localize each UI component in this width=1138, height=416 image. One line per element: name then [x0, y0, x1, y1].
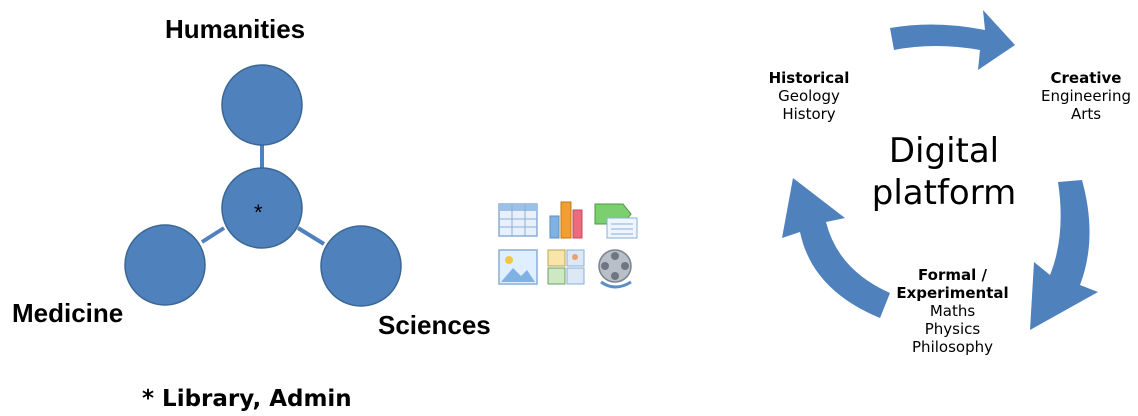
group-historical: Historical Geology History: [764, 69, 854, 123]
creative-item: Arts: [1070, 105, 1102, 123]
group-creative: Creative Engineering Arts: [1036, 69, 1136, 123]
arrow-left: [782, 178, 890, 318]
node-center: [221, 167, 303, 249]
label-medicine: Medicine: [12, 298, 124, 328]
formal-title-line: Formal /: [918, 266, 987, 284]
connector-right: [296, 226, 326, 246]
group-formal: Formal / Experimental Maths Physics Phil…: [895, 266, 1010, 356]
node-humanities: [221, 64, 303, 146]
creative-title: Creative: [1050, 69, 1122, 87]
label-sciences: Sciences: [378, 310, 491, 340]
content-icons: [498, 201, 638, 289]
formal-item: Philosophy: [912, 338, 993, 356]
formal-item: Maths: [929, 302, 976, 320]
historical-item: History: [782, 105, 836, 123]
table-icon: [498, 203, 538, 237]
center-title-line-2: platform: [871, 173, 1017, 213]
arrow-right: [1030, 180, 1098, 330]
creative-item: Engineering: [1041, 87, 1131, 105]
node-medicine: [124, 224, 206, 306]
label-humanities: Humanities: [165, 14, 306, 44]
node-sciences: [320, 225, 402, 307]
clipart-icon: [547, 249, 585, 285]
arrow-top: [890, 10, 1015, 70]
smartart-icon: [594, 203, 638, 239]
connector-left: [200, 226, 226, 244]
formal-title-line: Experimental: [896, 284, 1009, 302]
hub-diagram: [124, 64, 402, 307]
center-star: *: [254, 200, 263, 225]
media-icon: [598, 249, 632, 289]
center-title: Digital platform: [872, 130, 1016, 214]
center-title-line-1: Digital: [888, 131, 1000, 171]
formal-item: Physics: [924, 320, 981, 338]
picture-icon: [498, 249, 538, 285]
bar-chart-icon: [549, 201, 583, 239]
historical-item: Geology: [778, 87, 840, 105]
historical-title: Historical: [768, 69, 850, 87]
footnote: * Library, Admin: [142, 386, 352, 412]
